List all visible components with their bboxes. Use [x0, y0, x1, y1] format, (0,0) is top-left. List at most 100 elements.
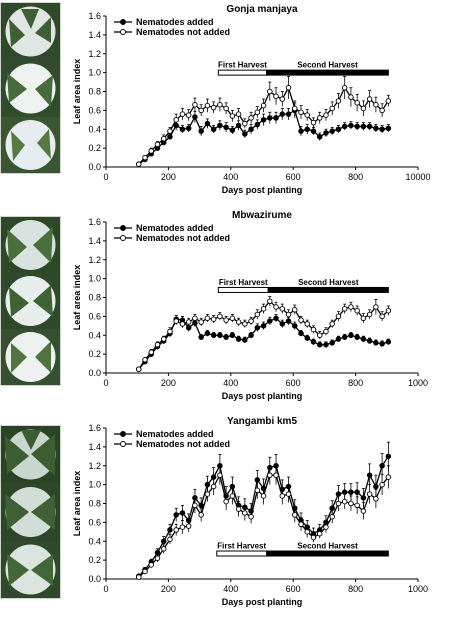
data-point	[167, 536, 173, 543]
data-point	[292, 323, 298, 329]
y-tick-label: 1.2	[88, 255, 101, 265]
y-tick-label: 0.2	[88, 555, 101, 565]
data-point	[148, 349, 154, 355]
data-point	[279, 111, 286, 117]
data-point	[267, 88, 273, 95]
y-tick-label: 0.4	[88, 536, 101, 546]
data-point	[279, 493, 286, 499]
data-point	[329, 340, 335, 346]
data-point	[348, 304, 354, 310]
data-point	[260, 306, 267, 312]
y-tick-label: 0.0	[88, 574, 101, 584]
data-point	[167, 527, 173, 533]
second-harvest-bar	[267, 286, 389, 293]
data-point	[354, 100, 360, 106]
y-tick-label: 0.2	[88, 143, 101, 153]
y-tick-label: 0.0	[88, 162, 101, 172]
data-point	[379, 481, 385, 488]
data-point	[223, 334, 229, 340]
data-point	[310, 326, 317, 333]
y-tick-label: 1.6	[88, 11, 101, 21]
data-point	[179, 126, 186, 132]
data-point	[273, 472, 279, 478]
x-tick-label: 600	[286, 172, 301, 182]
x-tick-label: 10000	[405, 172, 430, 182]
y-tick-label: 1.6	[88, 217, 101, 227]
data-point	[254, 109, 261, 116]
data-point	[210, 316, 217, 322]
data-point	[192, 315, 198, 322]
chart-svg: Gonja manjaya 0.0 0.2 0.4 0.6 0.8 1.0 1.2 1.4 1.6…	[72, 4, 431, 195]
data-point	[142, 154, 148, 161]
data-point	[217, 332, 223, 338]
data-point	[316, 332, 323, 338]
data-point	[235, 506, 242, 512]
data-point	[185, 523, 192, 529]
data-point	[341, 84, 348, 91]
data-point	[292, 105, 298, 112]
data-point	[304, 335, 310, 341]
x-tick-label: 200	[161, 172, 176, 182]
data-point	[210, 332, 217, 338]
data-point	[136, 161, 142, 167]
data-point	[323, 524, 329, 530]
x-tick-label: 600	[286, 378, 301, 388]
data-point	[204, 491, 211, 497]
data-point	[310, 128, 317, 134]
data-point	[198, 502, 204, 509]
data-point	[329, 513, 335, 520]
y-tick-label: 1.4	[88, 30, 101, 40]
data-point	[348, 332, 354, 338]
data-point	[385, 474, 392, 480]
x-tick-label: 200	[161, 378, 176, 388]
data-point	[310, 534, 317, 541]
data-point	[248, 318, 254, 324]
first-harvest-label: First Harvest	[217, 542, 266, 551]
data-point	[142, 357, 148, 363]
y-axis-label: Leaf area index	[72, 265, 82, 331]
data-point	[173, 527, 179, 533]
data-point	[285, 111, 292, 117]
data-point	[341, 498, 348, 505]
x-tick-label: 0	[103, 378, 108, 388]
data-point	[223, 124, 229, 131]
first-harvest-label: First Harvest	[218, 61, 267, 70]
data-point	[185, 324, 192, 331]
data-point	[185, 319, 192, 325]
data-point	[248, 332, 254, 338]
data-point	[267, 298, 273, 305]
second-harvest-bar	[266, 550, 389, 557]
data-point	[323, 328, 329, 335]
data-point	[335, 313, 342, 320]
data-point	[373, 496, 379, 502]
data-point	[160, 336, 167, 342]
data-point	[329, 105, 335, 112]
data-point	[379, 126, 385, 132]
data-point	[204, 102, 211, 109]
data-point	[341, 123, 348, 130]
data-point	[335, 98, 342, 104]
data-point	[260, 493, 267, 499]
data-point	[373, 125, 379, 132]
data-point	[348, 500, 354, 507]
data-point	[348, 94, 354, 100]
data-point	[373, 304, 379, 310]
data-point	[298, 330, 304, 337]
data-point	[229, 332, 236, 338]
data-point	[204, 330, 211, 337]
chart-title: Gonja manjaya	[226, 4, 298, 15]
data-point	[373, 101, 379, 108]
data-point	[229, 127, 236, 133]
legend-marker	[120, 19, 126, 25]
data-point	[360, 315, 367, 322]
y-tick-label: 1.4	[88, 236, 101, 246]
legend-marker	[120, 235, 126, 241]
data-point	[192, 101, 198, 108]
x-tick-label: 200	[161, 584, 176, 594]
data-point	[223, 498, 229, 505]
data-point	[360, 336, 367, 342]
data-point	[173, 117, 179, 123]
data-point	[267, 115, 273, 121]
y-tick-label: 0.8	[88, 87, 101, 97]
x-tick-label: 400	[223, 378, 238, 388]
